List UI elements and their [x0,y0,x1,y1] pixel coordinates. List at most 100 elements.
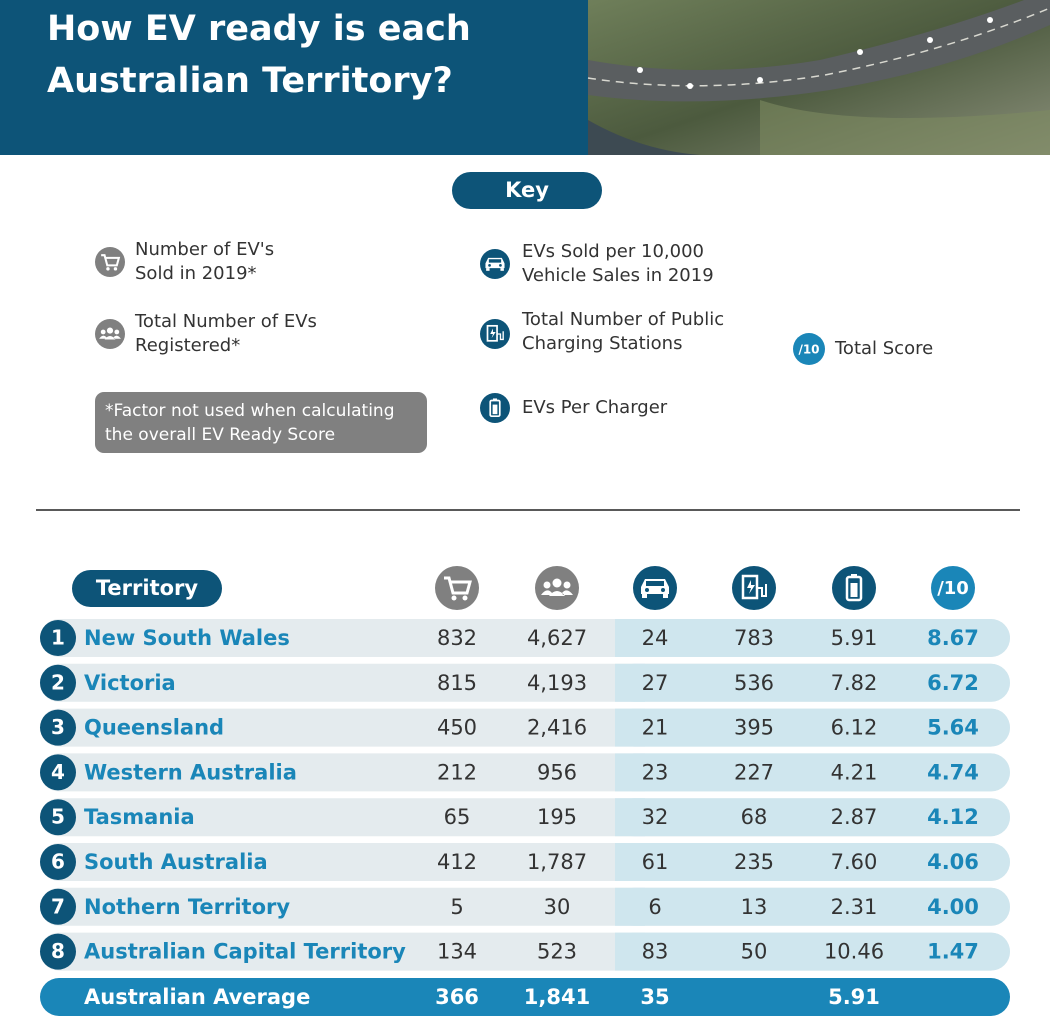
icon-score [931,566,975,610]
average-value: 35 [640,985,669,1009]
score-value: 4.74 [927,760,979,784]
cell-value: 227 [734,760,774,784]
glyph [486,324,498,342]
cell-value: 1,787 [527,850,587,874]
cell-value: 195 [537,805,577,829]
icon-score [793,333,825,365]
glyph [543,581,551,589]
icon-people [535,566,579,610]
icon-glyph [444,576,472,601]
row-bg-right [615,887,645,926]
icon-circle [95,247,125,277]
glyph [490,328,496,339]
glyph [462,595,468,601]
territory-name: New South Wales [84,626,290,650]
cell-value: 523 [537,940,577,964]
cell-value: 24 [642,626,669,650]
icon-cart [95,247,125,277]
territory-name: Victoria [84,671,176,695]
icon-circle [435,566,479,610]
cell-value: 832 [437,626,477,650]
icon-circle [95,319,125,349]
header-photo [587,0,1050,155]
cell-value: 30 [544,895,571,919]
score-value: 4.12 [927,805,979,829]
icon-glyph [489,398,501,418]
territory-name: Tasmania [84,805,195,829]
glyph [757,584,767,597]
icon-glyph [541,578,573,596]
glyph [99,335,121,340]
cell-value: 134 [437,940,477,964]
key-text: Vehicle Sales in 2019 [522,265,714,286]
cell-value: 5 [450,895,463,919]
average-value: 5.91 [828,985,880,1009]
cell-value: 4,627 [527,626,587,650]
cell-value: 10.46 [824,940,884,964]
rank-circle [40,754,76,791]
icon-glyph [486,324,504,342]
row-bg-right [615,663,1010,702]
glyph [541,590,573,596]
cell-value: 4,193 [527,671,587,695]
cell-value: 6.12 [831,716,878,740]
key-text: Sold in 2019* [135,263,257,284]
icon-glyph [845,574,863,602]
rank-circle [40,888,76,925]
glyph [488,259,502,263]
icon-charger [480,319,510,349]
key-text: EVs Per Charger [522,397,668,418]
glyph [552,578,562,588]
note-line: the overall EV Ready Score [105,425,335,445]
row-bg-right [615,843,645,881]
icon-glyph [641,579,669,598]
cell-value: 21 [642,716,669,740]
rank: 1 [51,626,65,650]
average-name: Australian Average [84,985,310,1009]
rank: 5 [51,805,65,829]
glyph [499,264,502,267]
row-bg-right [615,887,1010,926]
cell-value: 235 [734,850,774,874]
cell-value: 7.82 [831,671,878,695]
territory-name: Queensland [84,716,224,740]
row-bg-right [615,843,1010,881]
rank: 6 [51,850,65,874]
score-value: 1.47 [927,940,979,964]
rank: 3 [51,715,65,739]
territory-name: Australian Capital Territory [84,940,406,964]
cell-value: 50 [741,940,768,964]
glyph [106,267,110,271]
icon-glyph [741,574,767,600]
glyph [642,594,647,598]
row-bg-right [615,932,645,971]
icon-circle [931,566,975,610]
icon-circle [480,319,510,349]
row-bg-right [615,753,1010,792]
score-value: 5.64 [927,716,979,740]
icon-glyph [485,257,505,271]
glyph [851,574,857,577]
row-bg-right [615,708,1010,747]
cell-value: 6 [648,895,661,919]
icon-cart [435,566,479,610]
rank-circle [40,844,76,880]
glyph [645,588,649,592]
cell-value: 2,416 [527,716,587,740]
key-pill [452,172,602,209]
icon-charger [732,566,776,610]
rank: 7 [51,894,65,918]
average-value: 366 [435,985,479,1009]
score-value: 4.06 [927,850,979,874]
cell-value: 68 [741,805,768,829]
note-line: *Factor not used when calculating [105,401,395,421]
glyph [563,581,571,589]
row-bg-right [615,619,645,657]
glyph [850,583,858,597]
glyph [488,264,491,267]
cell-value: 2.87 [831,805,878,829]
cell-value: 23 [642,760,669,784]
key-text: Total Number of Public [521,309,724,330]
cell-value: 536 [734,671,774,695]
